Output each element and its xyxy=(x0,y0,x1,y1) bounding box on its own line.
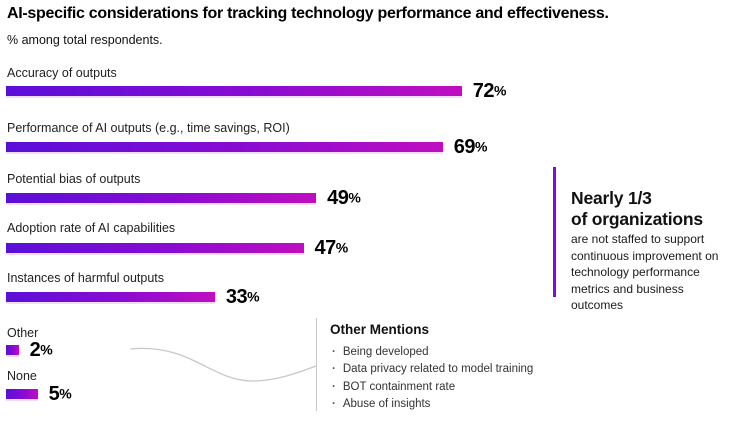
callout-heading-line2: of organizations xyxy=(571,209,703,230)
bar-label-none: None xyxy=(7,369,37,383)
bar-row-none: 5% xyxy=(6,384,72,404)
other-mentions-list: Being developed Data privacy related to … xyxy=(332,344,534,414)
other-mentions-heading: Other Mentions xyxy=(330,322,430,337)
bar-row-accuracy: 72% xyxy=(6,81,506,101)
value-label-none: 5% xyxy=(48,383,72,405)
squiggle-connector-path xyxy=(130,347,317,382)
bar-label-other: Other xyxy=(7,326,39,340)
bar-harmful xyxy=(6,292,215,302)
bar-performance xyxy=(6,142,443,152)
bar-label-adoption: Adoption rate of AI capabilities xyxy=(7,221,176,235)
squiggle-connector xyxy=(130,347,317,382)
chart-subtitle: % among total respondents. xyxy=(7,33,163,47)
bar-row-harmful: 33% xyxy=(6,287,260,307)
other-mentions-item: Abuse of insights xyxy=(332,396,533,413)
callout-heading: Nearly 1/3 of organizations xyxy=(571,188,703,231)
bar-bias xyxy=(6,193,317,203)
bar-label-performance: Performance of AI outputs (e.g., time sa… xyxy=(7,121,290,135)
value-label-performance: 69% xyxy=(453,136,488,158)
bar-label-harmful: Instances of harmful outputs xyxy=(7,271,165,285)
bar-row-other: 2% xyxy=(6,340,53,360)
callout-body: are not staffed to support continuous im… xyxy=(571,232,719,313)
other-mentions-item: Data privacy related to model training xyxy=(332,361,534,378)
value-label-bias: 49% xyxy=(327,187,361,209)
bar-row-adoption: 47% xyxy=(6,238,348,258)
bar-adoption xyxy=(6,243,304,253)
bar-label-accuracy: Accuracy of outputs xyxy=(7,66,117,80)
callout-heading-line1: Nearly 1/3 xyxy=(571,188,652,208)
bar-row-bias: 49% xyxy=(6,188,361,208)
other-mentions-rule xyxy=(316,318,317,411)
bar-row-performance: 69% xyxy=(6,137,487,157)
other-mentions-item: Being developed xyxy=(332,344,533,361)
other-mentions-item: BOT containment rate xyxy=(332,379,533,396)
value-label-harmful: 33% xyxy=(225,286,260,308)
bar-label-bias: Potential bias of outputs xyxy=(7,172,141,186)
value-label-adoption: 47% xyxy=(314,237,349,259)
callout-accent-line xyxy=(553,167,556,297)
bar-none xyxy=(6,389,38,399)
bar-accuracy xyxy=(6,86,462,96)
bar-other xyxy=(6,345,19,355)
chart-title: AI-specific considerations for tracking … xyxy=(7,5,609,22)
value-label-accuracy: 72% xyxy=(472,80,507,102)
value-label-other: 2% xyxy=(29,339,53,361)
